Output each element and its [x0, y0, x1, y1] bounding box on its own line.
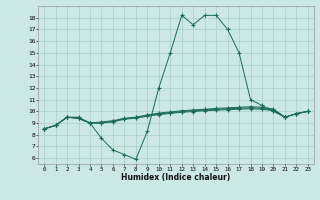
X-axis label: Humidex (Indice chaleur): Humidex (Indice chaleur) [121, 173, 231, 182]
